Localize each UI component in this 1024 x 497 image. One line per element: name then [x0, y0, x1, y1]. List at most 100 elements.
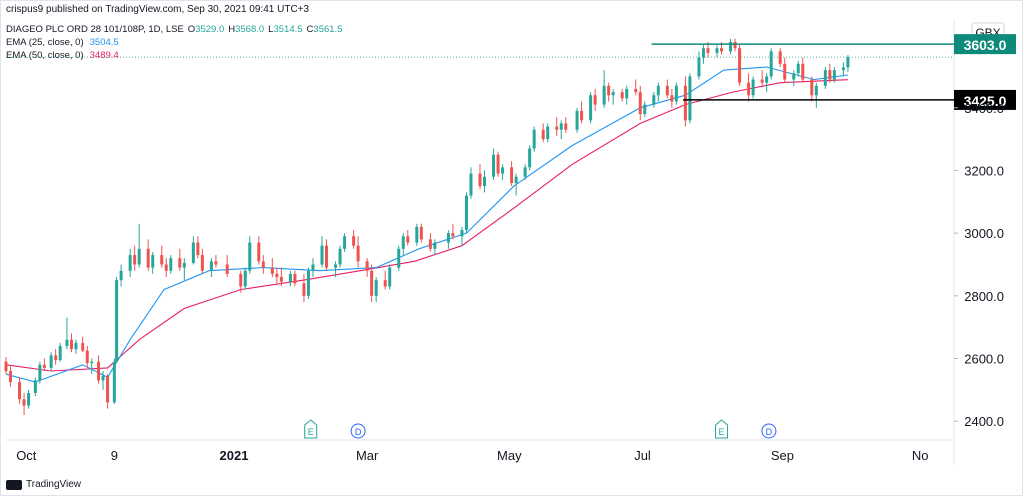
- candle-body: [42, 364, 46, 368]
- candle-body: [620, 92, 624, 99]
- candle-body: [146, 248, 150, 268]
- candle-body: [406, 236, 410, 243]
- earnings-marker-letter: E: [719, 427, 725, 437]
- candle-body: [54, 355, 58, 361]
- candle-body: [611, 92, 615, 96]
- ema50-line: [5, 79, 848, 372]
- candle-body: [275, 273, 279, 278]
- time-tick-label: May: [497, 448, 522, 463]
- dividend-marker[interactable]: [761, 423, 777, 439]
- candle-body: [270, 267, 274, 274]
- candle-body: [446, 233, 450, 243]
- legend-open: O3529.0: [188, 23, 224, 36]
- legend-low-value: 3514.5: [273, 24, 303, 35]
- candle-body: [652, 95, 656, 105]
- dividend-marker-letter: D: [355, 427, 362, 437]
- candle-body: [302, 283, 306, 296]
- dividend-marker[interactable]: [350, 423, 366, 439]
- candle-body: [419, 226, 423, 240]
- candle-body: [119, 270, 123, 281]
- candle-body: [65, 339, 69, 346]
- tradingview-brand[interactable]: TradingView: [6, 479, 81, 490]
- candle-body: [814, 85, 818, 96]
- price-tick-label: 2400.0: [964, 414, 1004, 429]
- ema25-line: [5, 66, 848, 383]
- candle-body: [796, 63, 800, 74]
- earnings-marker[interactable]: [715, 419, 729, 439]
- candle-body: [18, 382, 22, 400]
- candle-body: [670, 95, 674, 102]
- candle-body: [483, 176, 487, 187]
- candle-body: [325, 245, 329, 268]
- legend-close: C3561.5: [307, 23, 343, 36]
- candle-body: [428, 239, 432, 249]
- candle-body: [356, 245, 360, 262]
- candle-body: [760, 79, 764, 83]
- candle-body: [374, 280, 378, 296]
- candle-body: [182, 262, 186, 268]
- candle-body: [720, 48, 724, 52]
- candle-body: [501, 167, 505, 174]
- candle-body: [248, 242, 252, 271]
- candle-body: [196, 242, 200, 256]
- candle-body: [401, 236, 405, 249]
- price-tick-label: 2800.0: [964, 289, 1004, 304]
- candle-body: [665, 85, 669, 96]
- candle-body: [225, 264, 229, 274]
- candle-body: [625, 88, 629, 99]
- candle-body: [460, 230, 464, 237]
- candle-body: [133, 255, 137, 265]
- candle-body: [496, 154, 500, 174]
- legend-close-value: 3561.5: [313, 24, 343, 35]
- candle-body: [801, 63, 805, 80]
- candle-body: [338, 248, 342, 265]
- candle-body: [846, 57, 850, 68]
- candle-body: [137, 248, 141, 265]
- tradingview-brand-label: TradingView: [26, 479, 82, 490]
- candle-body: [81, 342, 85, 351]
- candle-body: [306, 270, 310, 296]
- candle-body: [97, 361, 101, 381]
- time-axis-ticks: Oct 9 2021 Mar May Jul Sep No: [16, 448, 928, 463]
- candle-body: [38, 364, 42, 381]
- candle-body: [365, 261, 369, 271]
- legend-ema25-value: 3504.5: [89, 37, 119, 48]
- legend-ema25-row[interactable]: EMA (25, close, 0) 3504.5: [6, 36, 342, 49]
- candle-body: [656, 85, 660, 96]
- legend-symbol-row: DIAGEO PLC ORD 28 101/108P, 1D, LSE O352…: [6, 23, 342, 36]
- candle-body: [164, 264, 168, 271]
- candle-body: [112, 361, 116, 403]
- candle-body: [541, 129, 545, 140]
- legend-ema25-label: EMA (25, close, 0): [6, 37, 84, 48]
- candle-body: [257, 242, 261, 262]
- time-tick-label: Sep: [771, 448, 794, 463]
- candle-body: [279, 277, 283, 282]
- candle-body: [352, 236, 356, 246]
- price-tick-label: 3000.0: [964, 226, 1004, 241]
- candle-body: [334, 264, 338, 268]
- candle-body: [288, 273, 292, 282]
- legend-close-label: C: [306, 24, 314, 35]
- candle-body: [74, 342, 78, 350]
- earnings-marker[interactable]: [304, 419, 318, 439]
- candle-body: [433, 242, 437, 249]
- candle-body: [747, 82, 751, 96]
- candle-body: [593, 95, 597, 105]
- candle-body: [688, 76, 692, 121]
- candle-body: [106, 375, 110, 403]
- candle-body: [293, 273, 297, 284]
- legend-symbol: DIAGEO PLC ORD 28 101/108P, 1D, LSE: [6, 24, 184, 35]
- price-axis-background[interactable]: [954, 20, 1024, 465]
- candle-body: [783, 63, 787, 80]
- candle-body: [674, 85, 678, 102]
- legend-low-label: L: [268, 24, 274, 35]
- support-price-badge: [954, 89, 1016, 110]
- time-tick-label: Oct: [16, 448, 37, 463]
- candle-body: [555, 126, 559, 130]
- candle-body: [706, 48, 710, 53]
- legend-ema50-row[interactable]: EMA (50, close, 0) 3489.4: [6, 49, 342, 62]
- candle-body: [85, 350, 89, 364]
- legend-ema50-label: EMA (50, close, 0): [6, 50, 84, 61]
